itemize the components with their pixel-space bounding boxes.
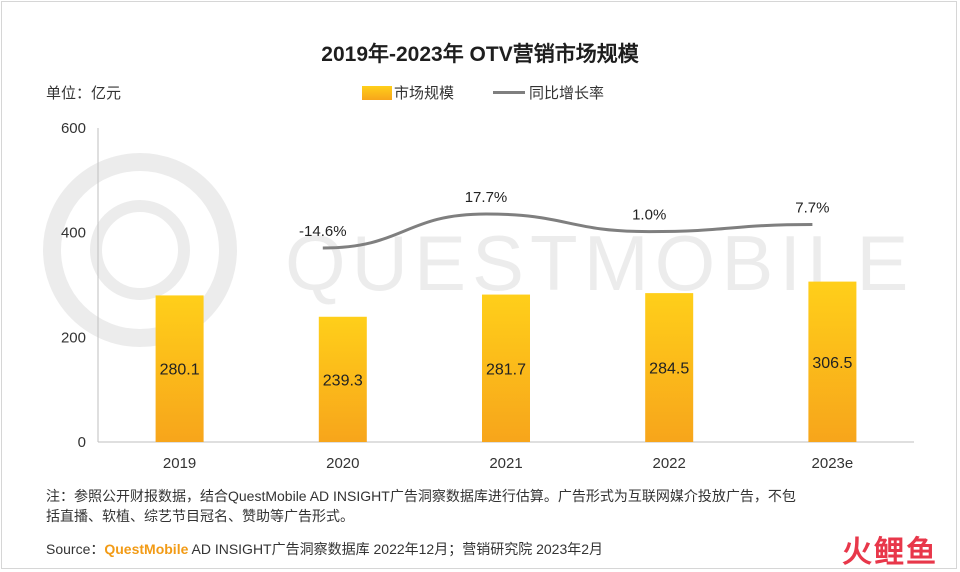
note-line-1: 注：参照公开财报数据，结合QuestMobile AD INSIGHT广告洞察数… <box>46 488 796 504</box>
y-tick-label: 400 <box>61 225 86 242</box>
note-line-2: 括直播、软植、综艺节目冠名、赞助等广告形式。 <box>46 508 354 524</box>
logo-part-1: 火 <box>842 536 874 569</box>
bar-value-label: 239.3 <box>323 372 363 389</box>
unit-label: 单位：亿元 <box>46 85 122 102</box>
chart-title: 2019年-2023年 OTV营销市场规模 <box>321 43 639 66</box>
brand-logo: 火鲤鱼 <box>842 527 938 571</box>
y-tick-label: 600 <box>61 120 86 137</box>
legend-bar-label: 市场规模 <box>394 85 455 102</box>
legend-bar: 市场规模 <box>362 82 454 103</box>
x-tick-label: 2022 <box>653 455 686 472</box>
source-rest: AD INSIGHT广告洞察数据库 2022年12月；营销研究院 2023年2月 <box>188 541 604 557</box>
growth-label: 1.0% <box>632 207 666 224</box>
logo-part-2: 鲤鱼 <box>874 536 938 569</box>
growth-label: 17.7% <box>465 189 508 206</box>
bar-value-label: 280.1 <box>160 362 200 379</box>
bar <box>155 295 204 442</box>
bar <box>808 281 857 442</box>
x-tick-label: 2020 <box>326 455 359 472</box>
source-prefix: Source： <box>46 541 105 557</box>
x-tick-label: 2023e <box>812 455 854 472</box>
bar <box>318 316 367 442</box>
legend-bar-swatch <box>362 85 392 100</box>
growth-label: -14.6% <box>299 223 347 240</box>
bar-value-label: 306.5 <box>812 355 852 372</box>
watermark-text: QUESTMOBILE <box>285 219 914 307</box>
watermark: QUESTMOBILE <box>43 153 914 347</box>
bar <box>645 293 694 442</box>
y-tick-label: 0 <box>78 434 86 451</box>
x-tick-label: 2019 <box>163 455 196 472</box>
bar <box>482 294 530 442</box>
source-brand: QuestMobile <box>104 541 189 557</box>
chart-plot: QUESTMOBILE 0 200 400 600 280.1 239.3 281.7 28… <box>43 120 914 472</box>
x-tick-label: 2021 <box>489 455 522 472</box>
legend-line-swatch <box>493 91 525 94</box>
growth-label: 7.7% <box>795 200 829 217</box>
source-line: Source：QuestMobile AD INSIGHT广告洞察数据库 202… <box>46 539 603 559</box>
legend-line-label: 同比增长率 <box>529 85 605 102</box>
legend-line: 同比增长率 <box>493 82 604 103</box>
y-tick-label: 200 <box>61 329 86 346</box>
growth-line <box>322 212 813 250</box>
bar-value-label: 281.7 <box>486 361 526 378</box>
bar-value-label: 284.5 <box>649 361 689 378</box>
